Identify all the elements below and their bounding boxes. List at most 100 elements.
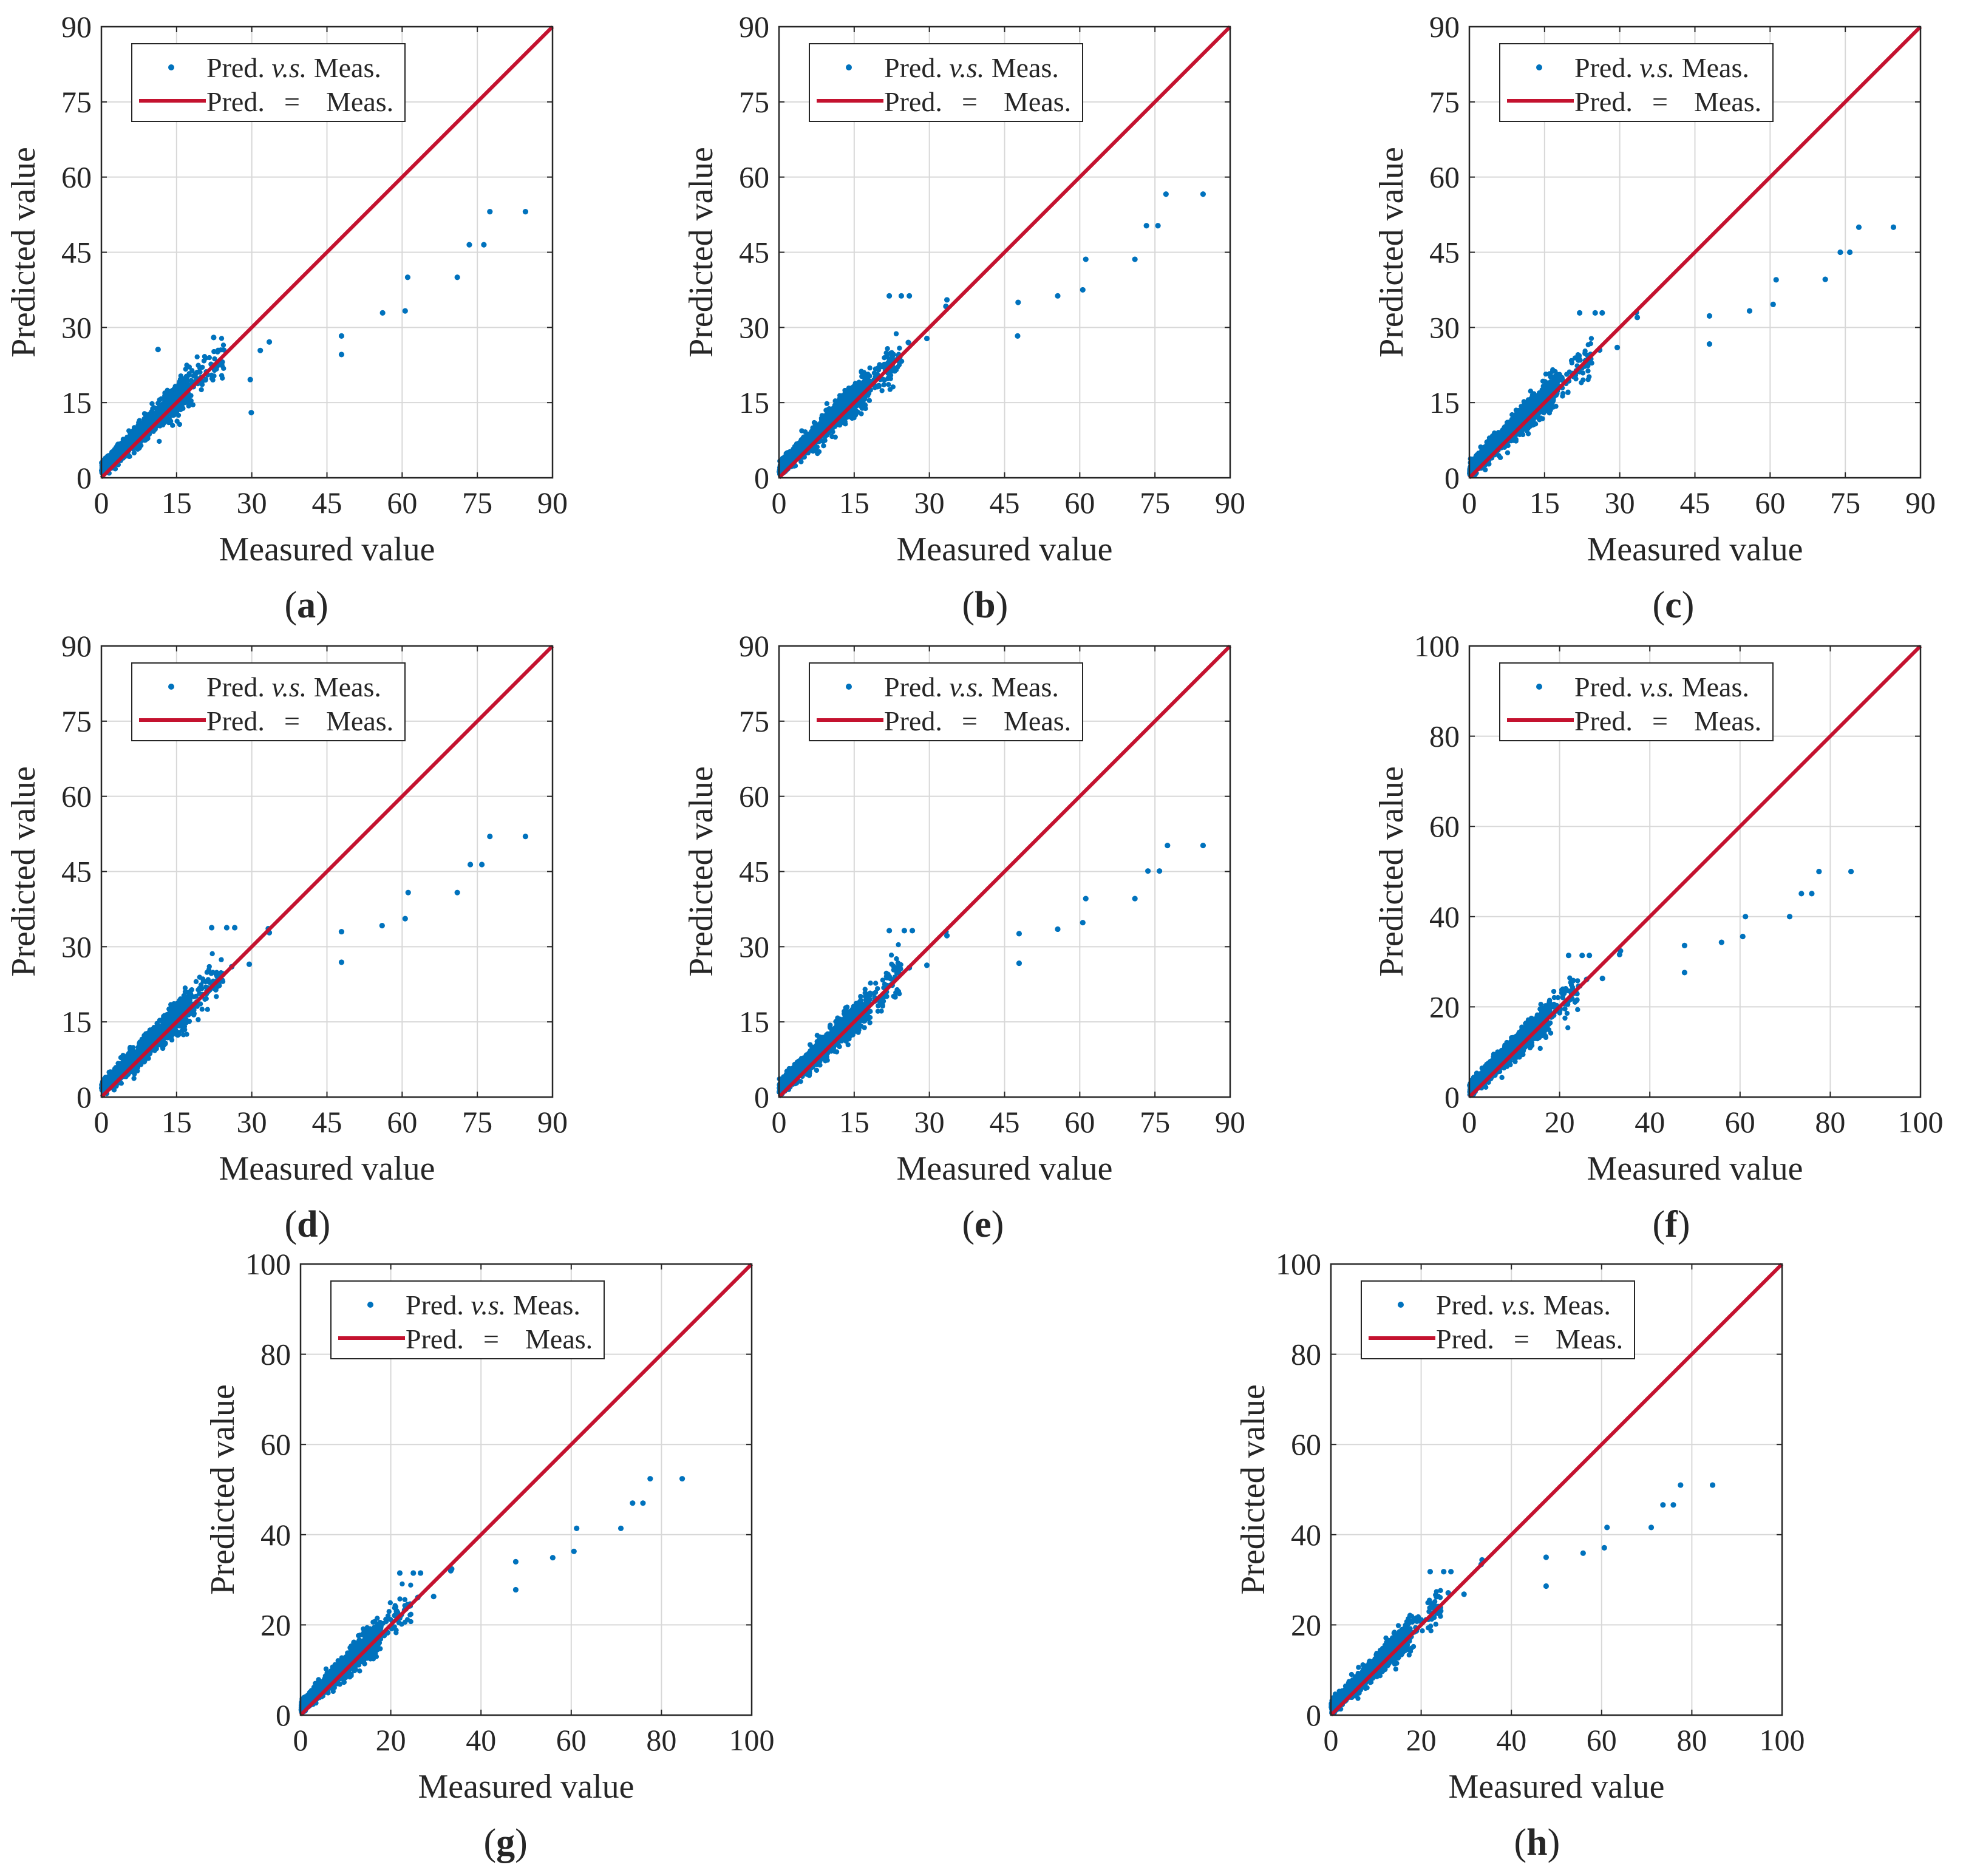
panel-label-letter: c bbox=[1665, 585, 1682, 626]
legend-label-identity-eq: = bbox=[284, 86, 300, 117]
legend-label-part: v.s. bbox=[271, 52, 307, 83]
scatter-point-outlier bbox=[1890, 224, 1897, 230]
scatter-point bbox=[889, 350, 894, 355]
scatter-point bbox=[176, 381, 182, 386]
x-tick-label: 0 bbox=[772, 486, 787, 520]
scatter-point bbox=[137, 445, 142, 450]
legend-label-part: v.s. bbox=[1639, 52, 1675, 83]
scatter-point bbox=[853, 411, 859, 416]
legend-label-part: Pred. bbox=[884, 52, 949, 83]
panel-label-close: ) bbox=[996, 585, 1009, 626]
scatter-point-outlier bbox=[1163, 191, 1169, 197]
scatter-point-outlier bbox=[1592, 310, 1598, 316]
y-tick-label: 45 bbox=[1429, 236, 1460, 270]
scatter-point bbox=[194, 354, 200, 360]
legend-label-part: v.s. bbox=[949, 52, 984, 83]
scatter-point-outlier bbox=[1143, 223, 1149, 229]
x-axis-label: Measured value bbox=[219, 531, 435, 568]
scatter-point bbox=[796, 440, 801, 446]
scatter-point-outlier bbox=[1015, 333, 1021, 339]
scatter-point bbox=[1480, 452, 1485, 458]
y-tick-label: 90 bbox=[1429, 10, 1460, 44]
scatter-point bbox=[801, 434, 807, 440]
scatter-point bbox=[1580, 370, 1586, 376]
scatter-point bbox=[199, 387, 204, 393]
panel-label-close: ) bbox=[1682, 585, 1695, 626]
scatter-point bbox=[885, 345, 890, 352]
panel-label: (c) bbox=[1653, 585, 1695, 626]
scatter-point bbox=[186, 364, 192, 370]
scatter-point bbox=[821, 443, 826, 449]
y-tick-label: 30 bbox=[739, 310, 769, 344]
scatter-point bbox=[157, 438, 162, 444]
scatter-point bbox=[786, 454, 792, 460]
scatter-point bbox=[1577, 358, 1583, 363]
scatter-point bbox=[182, 400, 188, 406]
scatter-point bbox=[1540, 383, 1546, 389]
scatter-point-outlier bbox=[1706, 313, 1713, 319]
scatter-point-outlier bbox=[1746, 308, 1753, 314]
x-axis-label: Measured value bbox=[1587, 531, 1803, 568]
x-tick-label: 90 bbox=[1905, 486, 1936, 520]
scatter-point-outlier bbox=[248, 410, 254, 416]
y-tick-label: 90 bbox=[61, 10, 92, 44]
scatter-point bbox=[137, 423, 143, 428]
y-tick-label: 15 bbox=[739, 386, 769, 420]
scatter-point bbox=[881, 382, 886, 387]
y-axis-label: Predicted value bbox=[1373, 147, 1410, 358]
y-tick-label: 75 bbox=[739, 85, 769, 119]
x-tick-label: 90 bbox=[537, 486, 568, 520]
scatter-point bbox=[183, 366, 188, 372]
scatter-point bbox=[897, 345, 902, 351]
scatter-point bbox=[158, 403, 163, 409]
scatter-point bbox=[158, 396, 164, 402]
scatter-point bbox=[867, 365, 873, 371]
x-tick-label: 90 bbox=[1215, 486, 1245, 520]
scatter-point bbox=[187, 400, 192, 406]
scatter-point bbox=[873, 366, 879, 372]
scatter-point-outlier bbox=[379, 310, 386, 316]
y-tick-label: 60 bbox=[739, 160, 769, 194]
y-tick-label: 75 bbox=[1429, 85, 1460, 119]
scatter-point bbox=[1540, 378, 1546, 384]
y-tick-label: 45 bbox=[739, 236, 769, 270]
legend-label-identity-eq: = bbox=[1652, 86, 1668, 117]
scatter-point bbox=[1588, 336, 1594, 341]
legend-label-identity-rhs: Meas. bbox=[1694, 86, 1761, 117]
x-tick-label: 75 bbox=[1140, 486, 1170, 520]
scatter-point bbox=[215, 347, 221, 353]
scatter-point bbox=[867, 373, 873, 379]
scatter-point bbox=[211, 348, 217, 355]
scatter-point-outlier bbox=[402, 308, 408, 314]
scatter-point bbox=[1505, 450, 1511, 455]
scatter-point bbox=[192, 371, 198, 376]
scatter-point bbox=[1576, 353, 1582, 359]
panel-label-open: ( bbox=[962, 585, 975, 626]
y-tick-label: 15 bbox=[61, 386, 92, 420]
x-tick-label: 0 bbox=[94, 486, 109, 520]
scatter-point-outlier bbox=[1132, 256, 1138, 262]
scatter-point-outlier bbox=[404, 274, 411, 280]
legend: Pred. v.s. Meas.Pred. = Meas. bbox=[1499, 43, 1774, 122]
scatter-point bbox=[882, 361, 887, 367]
scatter-point-outlier bbox=[907, 293, 913, 299]
scatter-point bbox=[815, 450, 820, 457]
scatter-point-outlier bbox=[1200, 191, 1206, 197]
scatter-point bbox=[1543, 371, 1549, 377]
scatter-point bbox=[177, 421, 183, 427]
x-tick-label: 60 bbox=[1064, 486, 1095, 520]
scatter-point bbox=[212, 356, 217, 362]
legend-label-scatter: Pred. v.s. Meas. bbox=[206, 52, 381, 83]
scatter-point-outlier bbox=[1155, 223, 1161, 229]
legend-label-scatter: Pred. v.s. Meas. bbox=[884, 52, 1059, 83]
scatter-point-outlier bbox=[944, 297, 950, 303]
scatter-point bbox=[1486, 449, 1492, 454]
scatter-point bbox=[1585, 377, 1591, 382]
panel-label-close: ) bbox=[316, 585, 328, 626]
x-axis-label: Measured value bbox=[896, 531, 1112, 568]
scatter-point bbox=[795, 450, 801, 455]
scatter-point bbox=[149, 401, 155, 407]
